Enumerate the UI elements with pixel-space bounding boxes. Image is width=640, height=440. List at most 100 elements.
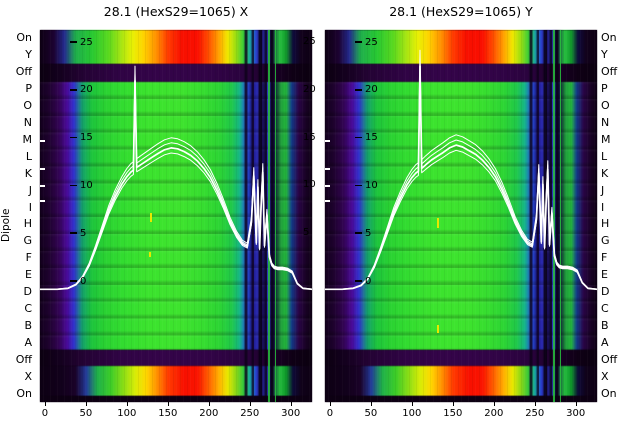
row-label-off-19: Off: [15, 352, 32, 366]
row-label-f-13: F: [25, 251, 32, 265]
row-label-n-5: N: [601, 116, 610, 129]
row-label-k-8: K: [601, 166, 609, 180]
row-label-k-8: K: [24, 166, 32, 180]
tick-dash-icon: [70, 280, 77, 282]
row-label-j-9: J: [28, 183, 32, 197]
tick-dash-icon: [355, 280, 362, 282]
row-label-on-0: On: [601, 31, 617, 45]
y-tick-outer-label: 5: [303, 227, 310, 239]
right-row-label-column: On Y Off P O N M L K J I H G F E D C B A Off X On: [601, 30, 637, 402]
edge-tick-mark: [325, 140, 330, 142]
left-x-axis: 0 50 100 150 200 250 300: [40, 402, 312, 424]
y-tick-label: 0: [355, 275, 371, 287]
row-label-on-0: On: [16, 31, 32, 45]
y-tick-value: 15: [80, 132, 93, 144]
y-tick-label: 10: [355, 179, 378, 191]
y-tick-value: 25: [365, 36, 378, 48]
row-label-b-17: B: [601, 318, 609, 332]
x-tick-mark: [493, 402, 495, 406]
edge-tick-mark: [325, 200, 330, 202]
x-tick-label: 0: [326, 408, 334, 419]
x-tick-mark: [249, 402, 251, 406]
row-label-a-18: A: [24, 335, 32, 349]
x-tick-mark: [290, 402, 292, 406]
x-tick-label: 0: [41, 408, 49, 419]
yellow-data-mark: [148, 252, 151, 257]
tick-dash-icon: [70, 136, 77, 139]
x-tick-label: 50: [79, 408, 93, 419]
x-tick-label: 150: [158, 408, 178, 419]
row-label-y-1: Y: [601, 48, 608, 62]
x-tick-label: 300: [566, 408, 586, 419]
y-tick-value: 10: [80, 179, 93, 191]
row-label-d-15: D: [601, 285, 610, 299]
x-tick-label: 100: [402, 408, 422, 419]
y-tick-label: 5: [355, 227, 371, 239]
y-tick-label: 5: [70, 227, 86, 239]
y-tick-label: 15: [70, 132, 93, 144]
green-vertical-line: [560, 30, 561, 402]
y-tick-value: 10: [365, 179, 378, 191]
row-label-b-17: B: [24, 318, 32, 332]
x-tick-label: 250: [525, 408, 545, 419]
x-tick-mark: [452, 402, 454, 406]
y-tick-outer-label: 20: [303, 83, 316, 95]
edge-tick-mark: [40, 185, 45, 187]
row-label-x-20: X: [601, 369, 609, 383]
tick-dash-icon: [355, 184, 362, 187]
x-tick-mark: [329, 402, 331, 406]
row-label-a-18: A: [601, 335, 609, 349]
y-tick-value: 20: [80, 84, 93, 96]
row-label-i-10: I: [601, 200, 605, 214]
row-label-l-7: L: [25, 149, 32, 163]
row-label-e-14: E: [601, 268, 608, 282]
yellow-data-mark: [437, 325, 440, 333]
heatmap-plot-y: 25 20 15 10 5 0: [325, 30, 597, 402]
row-label-c-16: C: [24, 302, 32, 315]
tick-dash-icon: [70, 41, 77, 43]
edge-tick-mark: [40, 168, 45, 170]
x-tick-label: 300: [281, 408, 301, 419]
row-label-e-14: E: [25, 268, 32, 282]
y-tick-value: 20: [365, 84, 378, 96]
row-label-c-16: C: [601, 302, 609, 315]
y-tick-label: 0: [70, 275, 86, 287]
row-label-g-12: G: [23, 234, 32, 248]
y-tick-value: 0: [80, 275, 87, 287]
profile-trace: [325, 65, 597, 291]
x-tick-mark: [126, 402, 128, 406]
row-label-x-20: X: [24, 369, 32, 383]
y-tick-value: 25: [80, 36, 93, 48]
yellow-data-mark: [437, 218, 440, 228]
row-label-n-5: N: [23, 116, 32, 129]
edge-tick-mark: [40, 140, 45, 142]
green-vertical-line: [275, 30, 276, 402]
row-label-g-12: G: [601, 234, 610, 248]
profile-trace: [325, 73, 597, 290]
edge-tick-mark: [325, 168, 330, 170]
y-tick-label: 20: [355, 84, 378, 96]
y-tick-value: 0: [365, 275, 372, 287]
profile-trace: [40, 87, 312, 290]
tick-dash-icon: [355, 136, 362, 139]
y-tick-value: 5: [365, 227, 372, 239]
row-label-on-21: On: [16, 386, 32, 400]
row-label-m-6: M: [601, 132, 611, 146]
edge-tick-mark: [325, 185, 330, 187]
row-label-d-15: D: [23, 285, 32, 299]
x-tick-label: 200: [199, 408, 219, 419]
row-label-p-3: P: [601, 82, 608, 96]
tick-dash-icon: [355, 232, 362, 234]
tick-dash-icon: [70, 184, 77, 187]
row-label-f-13: F: [601, 251, 608, 265]
y-tick-label: 25: [70, 36, 93, 48]
row-label-h-11: H: [601, 217, 610, 231]
tick-dash-icon: [355, 89, 362, 91]
x-tick-mark: [208, 402, 210, 406]
y-tick-outer-label: 10: [303, 179, 316, 191]
y-tick-value: 5: [80, 227, 87, 239]
x-tick-label: 200: [484, 408, 504, 419]
row-label-off-2: Off: [15, 65, 32, 79]
y-tick-outer-label: 15: [303, 131, 316, 143]
x-tick-label: 150: [443, 408, 463, 419]
